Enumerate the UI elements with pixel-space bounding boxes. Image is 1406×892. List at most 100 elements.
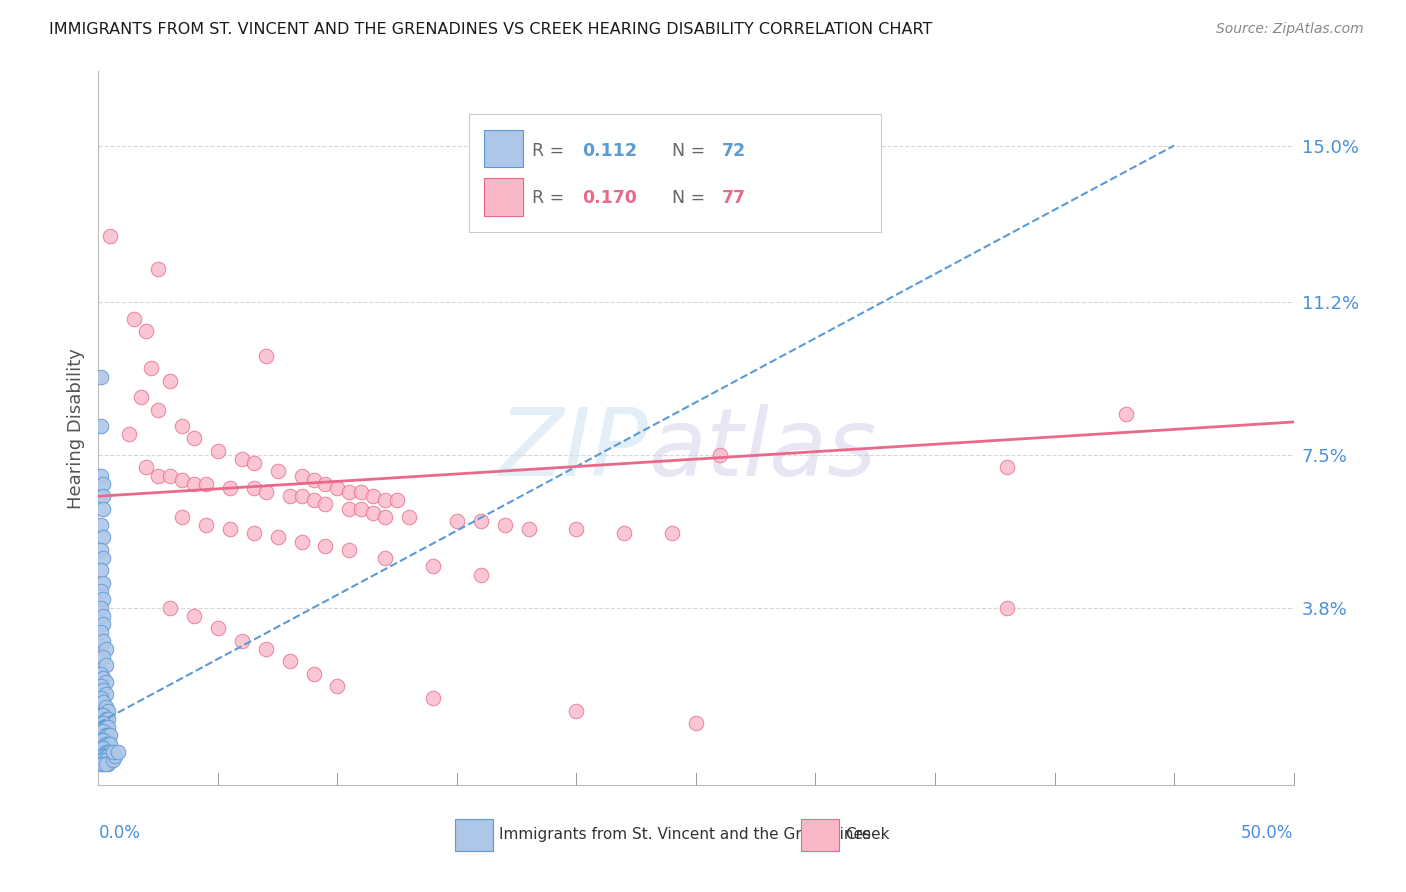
Point (219, 481, 242, 495)
Point (135, 460, 157, 475)
Text: R =: R = (533, 189, 564, 207)
Text: 72: 72 (723, 143, 747, 161)
Point (267, 531, 290, 545)
Point (91, 592, 114, 607)
Point (363, 489, 385, 503)
Point (90, 468, 112, 483)
Point (422, 691, 444, 706)
Point (315, 539, 337, 553)
Text: 0.112: 0.112 (582, 143, 637, 161)
Point (326, 481, 349, 495)
Point (90, 716, 112, 731)
Point (90, 679, 112, 693)
FancyBboxPatch shape (801, 819, 839, 851)
Point (339, 542, 361, 557)
Point (326, 679, 349, 693)
Point (254, 485, 277, 500)
Point (172, 419, 194, 434)
Point (94, 757, 117, 772)
Point (91, 617, 114, 632)
Point (90, 749, 112, 764)
Point (94, 641, 117, 656)
Point (91, 633, 114, 648)
Point (91, 608, 114, 623)
Point (243, 456, 266, 470)
Y-axis label: Hearing Disability: Hearing Disability (66, 348, 84, 508)
Point (302, 493, 325, 508)
Point (97, 729, 120, 743)
Point (385, 493, 409, 508)
Point (207, 621, 229, 635)
Text: 77: 77 (723, 189, 747, 207)
Point (315, 476, 337, 491)
Point (97, 749, 120, 764)
Point (709, 448, 731, 462)
Point (291, 489, 314, 503)
Point (148, 468, 170, 483)
Point (422, 559, 444, 574)
Point (94, 729, 117, 743)
Point (90, 740, 112, 755)
Point (91, 732, 114, 747)
Point (90, 732, 112, 747)
Point (91, 740, 114, 755)
Point (195, 518, 218, 533)
Point (94, 674, 117, 689)
Point (91, 716, 114, 731)
Point (398, 509, 420, 524)
Point (661, 526, 683, 541)
FancyBboxPatch shape (454, 819, 494, 851)
Point (267, 465, 290, 479)
Point (90, 564, 112, 578)
Point (172, 509, 194, 524)
Point (183, 476, 205, 491)
Point (231, 633, 253, 648)
Point (219, 522, 242, 536)
Point (91, 696, 114, 710)
Point (98, 737, 122, 751)
Point (131, 390, 153, 404)
Point (172, 473, 194, 487)
Point (517, 522, 540, 536)
Point (195, 476, 218, 491)
Point (91, 757, 114, 772)
Point (90, 625, 112, 640)
Point (685, 716, 707, 731)
Point (104, 749, 127, 764)
Text: Immigrants from St. Vincent and the Grenadines: Immigrants from St. Vincent and the Gren… (499, 828, 870, 842)
Point (339, 485, 361, 500)
Point (159, 468, 181, 483)
Point (94, 658, 117, 673)
Point (350, 501, 373, 516)
Point (94, 749, 117, 764)
Point (565, 704, 588, 718)
Point (90, 757, 112, 772)
Point (90, 419, 112, 434)
Point (148, 402, 170, 417)
Point (91, 753, 114, 767)
Point (613, 526, 636, 541)
Point (374, 509, 396, 524)
Point (302, 666, 325, 681)
Point (91, 724, 114, 739)
Point (91, 575, 114, 590)
Point (91, 683, 114, 698)
Point (90, 707, 112, 722)
Point (94, 737, 117, 751)
Point (90, 753, 112, 767)
Point (207, 443, 229, 458)
Point (97, 704, 120, 718)
Point (98, 753, 122, 767)
Point (118, 427, 141, 442)
Point (565, 522, 588, 536)
Point (94, 753, 117, 767)
Point (97, 720, 120, 734)
Point (124, 311, 146, 326)
Point (278, 489, 301, 503)
Point (135, 324, 157, 338)
Point (470, 514, 492, 528)
Point (374, 493, 396, 508)
Point (183, 608, 205, 623)
Point (91, 749, 114, 764)
Text: IMMIGRANTS FROM ST. VINCENT AND THE GRENADINES VS CREEK HEARING DISABILITY CORRE: IMMIGRANTS FROM ST. VINCENT AND THE GREN… (49, 22, 932, 37)
